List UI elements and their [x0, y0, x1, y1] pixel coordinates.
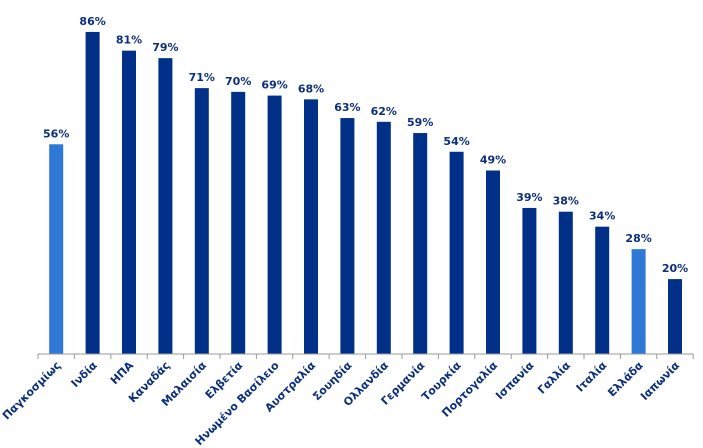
bars-group [49, 31, 682, 355]
data-label: 63% [334, 101, 360, 114]
data-label: 56% [43, 127, 69, 140]
bar [558, 211, 573, 354]
bar [85, 31, 100, 355]
bar [631, 249, 646, 354]
value-labels-group: 56% 86% 81% 79% 71% 70% 69% 68% 63% 62% 59% 54% 49% 3… [43, 15, 688, 275]
bar [522, 207, 537, 354]
tick-label: Γαλλία [535, 359, 573, 397]
data-label: 49% [480, 153, 506, 166]
data-label: 70% [225, 75, 251, 88]
bar [194, 88, 209, 354]
bar [413, 133, 428, 354]
bar [668, 279, 682, 354]
data-label: 86% [79, 15, 105, 28]
bar [158, 58, 173, 355]
bar [49, 144, 64, 354]
data-label: 34% [589, 210, 615, 223]
data-label: 69% [261, 79, 287, 92]
tick-label: Ισπανία [493, 359, 537, 403]
data-label: 59% [407, 116, 433, 129]
tick-label: Ιαπωνία [638, 359, 682, 403]
tick-label: Παγκοσμίως [0, 359, 63, 422]
data-label: 28% [625, 232, 651, 245]
data-label: 68% [298, 82, 324, 95]
bar [595, 226, 610, 354]
data-label: 79% [152, 41, 178, 54]
data-label: 54% [443, 135, 469, 148]
data-label: 81% [116, 34, 142, 47]
data-label: 38% [553, 195, 579, 208]
tick-label: Ινδία [69, 359, 100, 390]
bar [231, 91, 246, 354]
bar [267, 95, 282, 354]
tick-label: ΗΠΑ [108, 359, 137, 388]
tick-label: Ιταλία [574, 359, 610, 395]
bar [486, 170, 500, 354]
data-label: 71% [189, 71, 215, 84]
x-axis-tick-labels: Παγκοσμίως Ινδία ΗΠΑΚαναδάςΜαλαισίαΕλβετία… [0, 359, 682, 448]
bar [340, 118, 355, 354]
data-label: 62% [371, 105, 397, 118]
bar [449, 151, 464, 354]
data-label: 39% [516, 191, 542, 204]
x-axis-ticks [37, 354, 694, 359]
bar [304, 99, 318, 354]
bar [376, 121, 391, 354]
data-label: 20% [662, 262, 688, 275]
bar [122, 50, 136, 354]
